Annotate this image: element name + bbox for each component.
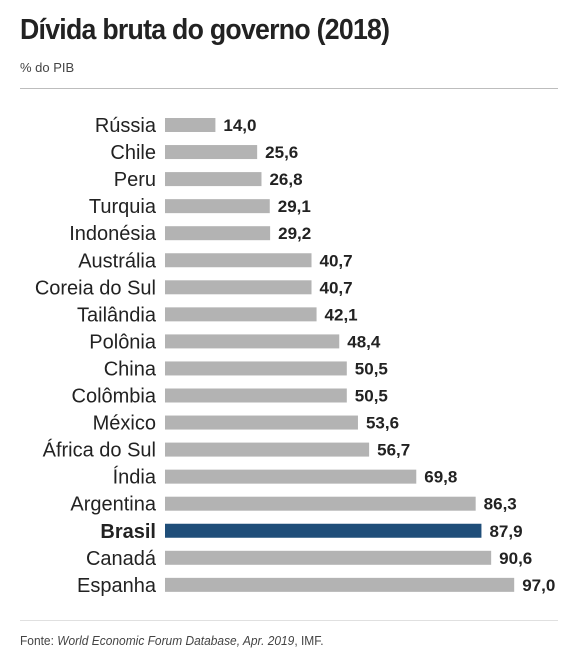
category-label: Austrália (78, 250, 157, 272)
chart-title: Dívida bruta do governo (2018) (20, 14, 390, 46)
bar (165, 226, 271, 241)
bar (165, 334, 340, 349)
bar (165, 199, 270, 214)
bar (165, 496, 476, 511)
source-suffix: , IMF. (294, 633, 324, 648)
value-label: 48,4 (347, 332, 381, 351)
category-label: Colômbia (72, 386, 157, 408)
bar (165, 280, 312, 295)
value-label: 50,5 (355, 387, 388, 406)
value-label: 87,9 (489, 522, 522, 541)
bar (165, 172, 262, 187)
category-label: Canadá (86, 548, 157, 570)
bar (165, 388, 347, 403)
value-label: 86,3 (484, 495, 517, 514)
category-label: Polônia (89, 331, 157, 353)
value-label: 56,7 (377, 441, 410, 460)
bar (165, 253, 312, 268)
bar (165, 523, 482, 538)
bar (165, 442, 370, 457)
value-label: 69,8 (424, 468, 457, 487)
value-label: 97,0 (522, 576, 555, 595)
category-label: Espanha (77, 575, 157, 597)
value-label: 29,1 (278, 197, 311, 216)
bar (165, 469, 417, 484)
category-label: Índia (113, 466, 157, 489)
value-label: 29,2 (278, 224, 311, 243)
category-label: Indonésia (69, 223, 157, 245)
bar (165, 415, 358, 430)
value-label: 50,5 (355, 359, 388, 378)
source-note: Fonte: World Economic Forum Database, Ap… (20, 633, 324, 648)
bar (165, 577, 515, 592)
bar (165, 145, 258, 160)
category-label: México (93, 413, 156, 435)
bar (165, 118, 216, 132)
category-label: Coreia do Sul (35, 277, 156, 299)
value-label: 40,7 (320, 278, 353, 297)
value-label: 14,0 (223, 116, 256, 135)
category-label: Brasil (100, 521, 156, 543)
category-label: Argentina (70, 494, 156, 516)
source-database: World Economic Forum Database, Apr. 2019 (57, 633, 295, 648)
category-label: Peru (114, 169, 156, 191)
category-label: Tailândia (77, 304, 157, 326)
value-label: 42,1 (325, 305, 358, 324)
value-label: 40,7 (320, 251, 353, 270)
bar (165, 307, 317, 322)
value-label: 25,6 (265, 143, 298, 162)
source-prefix: Fonte: (20, 633, 58, 648)
category-label: Rússia (95, 115, 157, 137)
category-label: Chile (110, 142, 156, 164)
bar (165, 550, 492, 565)
bar (165, 361, 347, 376)
header-divider (20, 88, 558, 89)
value-label: 26,8 (269, 170, 302, 189)
value-label: 90,6 (499, 549, 532, 568)
chart-subtitle: % do PIB (20, 60, 75, 75)
category-label: China (104, 358, 157, 380)
category-label: África do Sul (43, 439, 156, 462)
footer-divider (20, 620, 558, 621)
value-label: 53,6 (366, 414, 399, 433)
category-label: Turquia (89, 196, 157, 218)
